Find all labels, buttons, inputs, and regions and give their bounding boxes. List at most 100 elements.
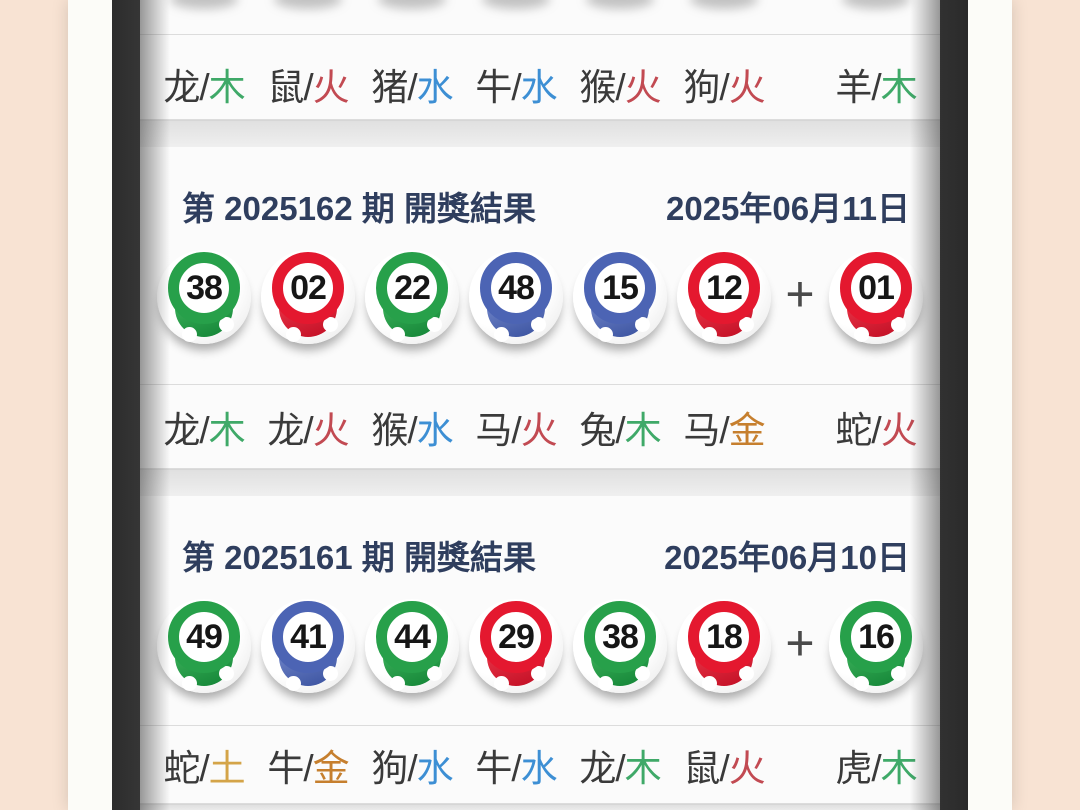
section-separator — [140, 469, 940, 496]
ball-number: 44 — [394, 617, 431, 656]
zodiac-element: 金 — [312, 747, 350, 789]
zodiac-separator: / — [303, 409, 313, 451]
ball-number: 15 — [602, 268, 639, 307]
lottery-ball: 22 — [364, 249, 460, 345]
zodiac-animal: 龙 — [579, 747, 616, 789]
ball-number: 16 — [858, 617, 895, 656]
zodiac-item: 猴/水 — [364, 400, 460, 454]
draw-date: 2025年06月10日 — [664, 539, 910, 576]
zodiac-item: 龙/火 — [260, 400, 356, 454]
zodiac-item: 鼠/火 — [260, 57, 356, 111]
draw-section-2025162: 第 2025162 期 開獎結果 2025年06月11日 38 02 22 48… — [140, 172, 940, 468]
zodiac-separator: / — [199, 409, 209, 451]
zodiac-separator: / — [303, 747, 313, 789]
draw-header: 第 2025162 期 開獎結果 2025年06月11日 — [140, 172, 940, 234]
ball-number: 41 — [290, 617, 327, 656]
ball-number-window: 01 — [840, 252, 912, 324]
zodiac-animal: 牛 — [267, 747, 304, 789]
zodiac-animal: 猪 — [371, 67, 408, 108]
ball-notch — [286, 676, 301, 691]
ball-number: 38 — [602, 617, 639, 656]
zodiac-element: 火 — [728, 747, 766, 789]
ball-notch — [286, 327, 301, 342]
zodiac-item: 兔/木 — [572, 400, 668, 454]
zodiac-separator: / — [199, 747, 209, 789]
phone-frame: 龙/木 鼠/火 猪/水 牛/水 猴/火 狗/火 羊/木 第 2025162 期 … — [68, 0, 1012, 810]
ball-number-window: 38 — [584, 601, 656, 673]
zodiac-item: 马/火 — [468, 400, 564, 454]
zodiac-element: 木 — [624, 409, 662, 451]
zodiac-separator: / — [871, 67, 881, 108]
zodiac-animal: 猴 — [579, 67, 616, 108]
ball-number-window: 18 — [688, 601, 760, 673]
ball-notch — [219, 317, 234, 332]
zodiac-separator: / — [303, 67, 313, 108]
section-separator — [140, 120, 940, 147]
zodiac-animal: 猴 — [371, 409, 408, 451]
ball-number: 22 — [394, 268, 431, 307]
lottery-ball: 44 — [364, 598, 460, 694]
zodiac-element: 水 — [416, 747, 454, 789]
zodiac-row: 龙/木 龙/火 猴/水 马/火 兔/木 马/金 蛇/火 — [140, 385, 940, 468]
ball-number-window: 48 — [480, 252, 552, 324]
zodiac-separator: / — [199, 67, 209, 108]
ball-notch — [854, 327, 869, 342]
ball-notch — [494, 676, 509, 691]
zodiac-item: 马/金 — [676, 400, 772, 454]
lottery-ball: 15 — [572, 249, 668, 345]
zodiac-element: 土 — [208, 747, 246, 789]
ball-number-window: 02 — [272, 252, 344, 324]
zodiac-row: 蛇/土 牛/金 狗/水 牛/水 龙/木 鼠/火 虎/木 — [140, 726, 940, 803]
zodiac-item: 鼠/火 — [676, 738, 772, 792]
zodiac-element: 火 — [728, 67, 766, 108]
zodiac-animal: 狗 — [371, 747, 408, 789]
divider — [140, 803, 940, 804]
ball-notch — [390, 327, 405, 342]
zodiac-element: 火 — [624, 67, 662, 108]
ball-number-window: 38 — [168, 252, 240, 324]
zodiac-element: 木 — [208, 67, 246, 108]
ball-row: 49 41 44 29 38 18 + 16 — [140, 583, 940, 703]
ball-number-window: 44 — [376, 601, 448, 673]
lottery-results-screen: 龙/木 鼠/火 猪/水 牛/水 猴/火 狗/火 羊/木 第 2025162 期 … — [140, 0, 940, 810]
zodiac-item: 牛/金 — [260, 738, 356, 792]
draw-period-label: 第 2025162 期 開獎結果 — [182, 190, 536, 227]
zodiac-separator: / — [719, 747, 729, 789]
ball-notch — [739, 666, 754, 681]
ball-notch — [219, 666, 234, 681]
ball-number: 02 — [290, 268, 327, 307]
zodiac-separator: / — [615, 67, 625, 108]
zodiac-separator: / — [871, 409, 881, 451]
draw-header: 第 2025161 期 開獎結果 2025年06月10日 — [140, 521, 940, 583]
section-separator — [140, 804, 940, 810]
zodiac-separator: / — [407, 747, 417, 789]
zodiac-item: 龙/木 — [572, 738, 668, 792]
ball-number-window: 41 — [272, 601, 344, 673]
ball-notch — [635, 666, 650, 681]
ball-notch — [702, 676, 717, 691]
zodiac-element: 水 — [520, 747, 558, 789]
lottery-ball: 12 — [676, 249, 772, 345]
zodiac-animal: 马 — [683, 409, 720, 451]
zodiac-element: 木 — [208, 409, 246, 451]
ball-notch — [390, 676, 405, 691]
cutoff-ball-row — [140, 0, 940, 34]
zodiac-separator: / — [511, 747, 521, 789]
zodiac-animal: 蛇 — [835, 409, 872, 451]
ball-notch — [427, 666, 442, 681]
zodiac-item: 龙/木 — [156, 400, 252, 454]
lottery-ball: 49 — [156, 598, 252, 694]
zodiac-item: 蛇/火 — [828, 400, 924, 454]
zodiac-item: 狗/火 — [676, 57, 772, 111]
lottery-ball: 41 — [260, 598, 356, 694]
zodiac-animal: 龙 — [163, 409, 200, 451]
ball-notch — [739, 317, 754, 332]
ball-notch — [854, 676, 869, 691]
ball-number: 12 — [706, 268, 743, 307]
ball-number-window: 16 — [840, 601, 912, 673]
ball-number: 01 — [858, 268, 895, 307]
divider — [140, 34, 940, 35]
ball-notch — [323, 666, 338, 681]
zodiac-element: 水 — [416, 409, 454, 451]
